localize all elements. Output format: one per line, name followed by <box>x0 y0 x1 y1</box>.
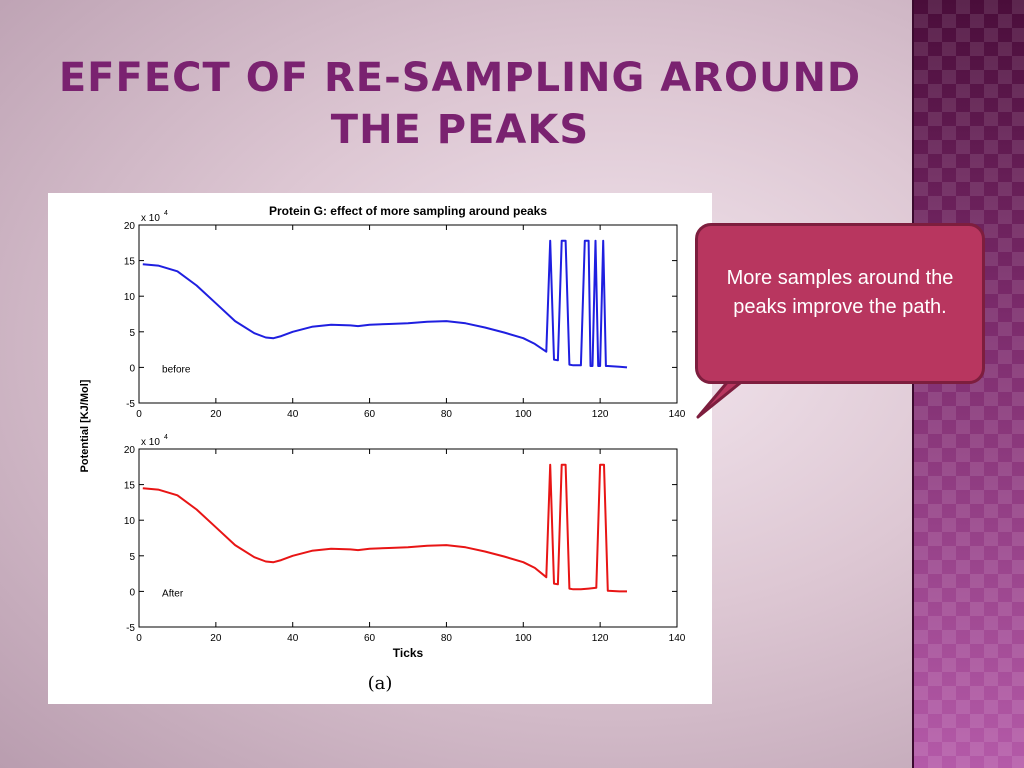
series-line-before <box>142 239 628 369</box>
panel-label-after: After <box>162 588 184 599</box>
plot-frame <box>138 448 678 628</box>
x-tick-label: 120 <box>592 633 609 644</box>
x-tick-label: 100 <box>515 409 532 420</box>
callout-box: More samples around the peaks improve th… <box>695 223 985 384</box>
x-tick-label: 120 <box>592 409 609 420</box>
chart-figure: Protein G: effect of more sampling aroun… <box>48 193 712 704</box>
y-tick-label: 20 <box>124 221 136 232</box>
plot-frame <box>138 224 678 404</box>
x-axis-label: Ticks <box>393 646 424 660</box>
y-tick-label: -5 <box>126 399 135 410</box>
decorative-side-panel <box>912 0 1024 768</box>
x-tick-label: 0 <box>136 633 142 644</box>
y-tick-label: 5 <box>129 328 135 339</box>
x-tick-label: 20 <box>210 409 222 420</box>
figure-caption: (a) <box>368 673 393 694</box>
x-tick-label: 140 <box>669 409 686 420</box>
y-tick-label: -5 <box>126 623 135 634</box>
y-multiplier-exponent: 4 <box>164 434 168 441</box>
callout-text: More samples around the peaks improve th… <box>726 267 954 318</box>
chart-svg: Protein G: effect of more sampling aroun… <box>79 204 686 694</box>
y-tick-label: 15 <box>124 481 136 492</box>
chart-title: Protein G: effect of more sampling aroun… <box>269 204 547 218</box>
x-tick-label: 60 <box>364 633 376 644</box>
y-tick-label: 10 <box>124 292 136 303</box>
y-tick-label: 0 <box>129 363 135 374</box>
x-tick-label: 40 <box>287 633 299 644</box>
x-tick-label: 40 <box>287 409 299 420</box>
x-tick-label: 80 <box>441 633 453 644</box>
y-tick-label: 10 <box>124 516 136 527</box>
panel-label-before: before <box>162 364 191 375</box>
x-tick-label: 60 <box>364 409 376 420</box>
y-multiplier-label: x 10 <box>141 213 160 224</box>
y-multiplier-label: x 10 <box>141 437 160 448</box>
y-axis-label: Potential [KJ/Mol] <box>79 379 91 472</box>
y-tick-label: 5 <box>129 552 135 563</box>
y-tick-label: 20 <box>124 445 136 456</box>
y-tick-label: 15 <box>124 257 136 268</box>
x-tick-label: 80 <box>441 409 453 420</box>
y-multiplier-exponent: 4 <box>164 210 168 217</box>
slide-title: Effect of Re-sampling around the peaks <box>58 55 862 153</box>
y-tick-label: 0 <box>129 587 135 598</box>
series-line-after <box>142 463 627 593</box>
x-tick-label: 140 <box>669 633 686 644</box>
x-tick-label: 0 <box>136 409 142 420</box>
x-tick-label: 100 <box>515 633 532 644</box>
x-tick-label: 20 <box>210 633 222 644</box>
